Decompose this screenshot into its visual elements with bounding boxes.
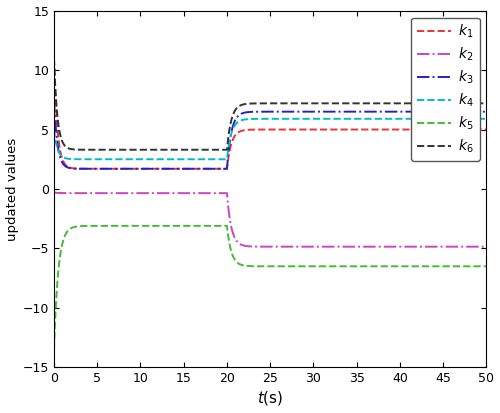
$k_4$ — [178, 157, 184, 162]
$k_1$ — [144, 166, 150, 171]
$k_6$ — [183, 147, 189, 152]
Line: $k_6$: $k_6$ — [54, 58, 486, 150]
$k_1$ — [371, 127, 377, 132]
Line: $k_1$: $k_1$ — [54, 58, 486, 169]
$k_2$ — [384, 244, 390, 249]
$k_4$ — [382, 116, 388, 121]
$k_6$ — [371, 101, 377, 106]
$k_4$ — [144, 157, 150, 162]
$k_5$ — [178, 223, 184, 228]
$k_3$ — [484, 109, 490, 114]
Line: $k_5$: $k_5$ — [54, 226, 486, 349]
$k_1$ — [472, 127, 478, 132]
$k_1$ — [226, 150, 232, 155]
$k_4$ — [124, 157, 130, 162]
Legend: $k_1$, $k_2$, $k_3$, $k_4$, $k_5$, $k_6$: $k_1$, $k_2$, $k_3$, $k_4$, $k_5$, $k_6$ — [411, 17, 480, 161]
$k_5$ — [371, 264, 377, 269]
$k_1$ — [484, 127, 490, 132]
$k_2$ — [178, 191, 184, 196]
$k_2$ — [484, 244, 490, 249]
$k_2$ — [226, 213, 232, 218]
$k_4$ — [226, 140, 232, 145]
$k_4$ — [179, 157, 185, 162]
$k_2$ — [51, 190, 57, 195]
$k_3$ — [178, 166, 184, 171]
$k_3$ — [472, 109, 478, 114]
$k_6$ — [226, 128, 232, 133]
$k_5$ — [144, 223, 150, 228]
$k_4$ — [484, 116, 490, 121]
Line: $k_4$: $k_4$ — [54, 119, 486, 159]
$k_3$ — [184, 166, 190, 171]
$k_2$ — [124, 191, 130, 196]
$k_5$ — [472, 264, 478, 269]
$k_5$ — [217, 223, 223, 228]
$k_4$ — [473, 116, 479, 121]
$k_6$ — [472, 101, 478, 106]
$k_5$ — [226, 240, 232, 245]
$k_1$ — [186, 166, 192, 171]
$k_6$ — [124, 147, 130, 152]
$k_5$ — [124, 223, 130, 228]
$k_3$ — [51, 97, 57, 102]
$k_3$ — [124, 166, 130, 171]
$k_3$ — [371, 109, 377, 114]
$k_4$ — [371, 116, 377, 121]
Y-axis label: updated values: updated values — [6, 138, 18, 241]
$k_6$ — [51, 56, 57, 61]
$k_5$ — [484, 264, 490, 269]
$k_5$ — [51, 347, 57, 352]
$k_1$ — [178, 166, 184, 171]
$k_6$ — [178, 147, 184, 152]
$k_2$ — [472, 244, 478, 249]
$k_1$ — [51, 56, 57, 61]
Line: $k_2$: $k_2$ — [54, 192, 486, 247]
$k_3$ — [144, 166, 150, 171]
$k_2$ — [370, 244, 376, 249]
$k_1$ — [124, 166, 130, 171]
Line: $k_3$: $k_3$ — [54, 100, 486, 169]
X-axis label: $t$(s): $t$(s) — [257, 389, 283, 408]
$k_2$ — [144, 191, 150, 196]
$k_3$ — [226, 143, 232, 148]
$k_4$ — [51, 127, 57, 132]
$k_6$ — [484, 101, 490, 106]
$k_6$ — [144, 147, 150, 152]
